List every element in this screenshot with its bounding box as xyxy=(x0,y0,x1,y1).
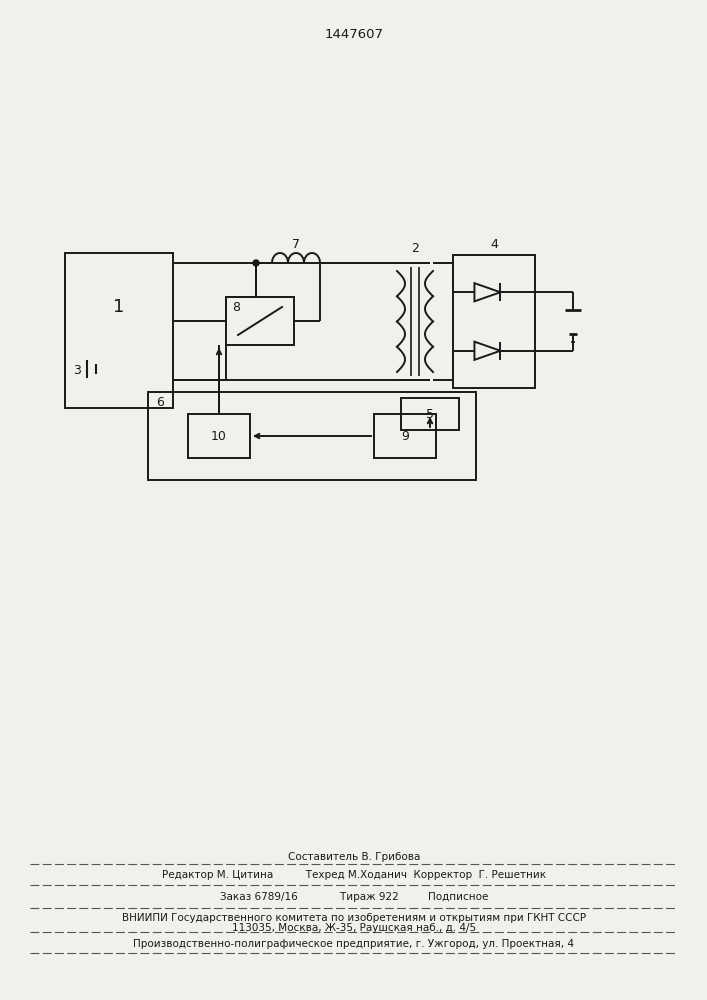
Text: ВНИИПИ Государственного комитета по изобретениям и открытиям при ГКНТ СССР: ВНИИПИ Государственного комитета по изоб… xyxy=(122,913,586,923)
Text: 3: 3 xyxy=(73,363,81,376)
Text: Производственно-полиграфическое предприятие, г. Ужгород, ул. Проектная, 4: Производственно-полиграфическое предприя… xyxy=(134,939,575,949)
Bar xyxy=(374,414,436,458)
Text: Редактор М. Цитина          Техред М.Ходанич  Корректор  Г. Решетник: Редактор М. Цитина Техред М.Ходанич Корр… xyxy=(162,870,546,880)
Bar xyxy=(401,398,459,430)
Text: 9: 9 xyxy=(401,430,409,442)
Bar xyxy=(148,392,476,480)
Bar xyxy=(188,414,250,458)
Text: Заказ 6789/16             Тираж 922         Подписное: Заказ 6789/16 Тираж 922 Подписное xyxy=(220,892,489,902)
Bar xyxy=(226,297,294,345)
Text: Составитель В. Грибова: Составитель В. Грибова xyxy=(288,852,420,862)
Text: 2: 2 xyxy=(411,241,419,254)
Bar xyxy=(453,255,535,388)
Bar xyxy=(65,253,173,408)
Text: 8: 8 xyxy=(232,301,240,314)
Text: 1447607: 1447607 xyxy=(325,27,383,40)
Text: 113035, Москва, Ж-35, Раушская наб., д. 4/5: 113035, Москва, Ж-35, Раушская наб., д. … xyxy=(232,923,476,933)
Text: 1: 1 xyxy=(113,298,124,316)
Circle shape xyxy=(253,260,259,266)
Text: 7: 7 xyxy=(292,238,300,251)
Text: 5: 5 xyxy=(426,408,434,420)
Text: 4: 4 xyxy=(490,238,498,251)
Text: 6: 6 xyxy=(156,396,164,409)
Text: 10: 10 xyxy=(211,430,227,442)
